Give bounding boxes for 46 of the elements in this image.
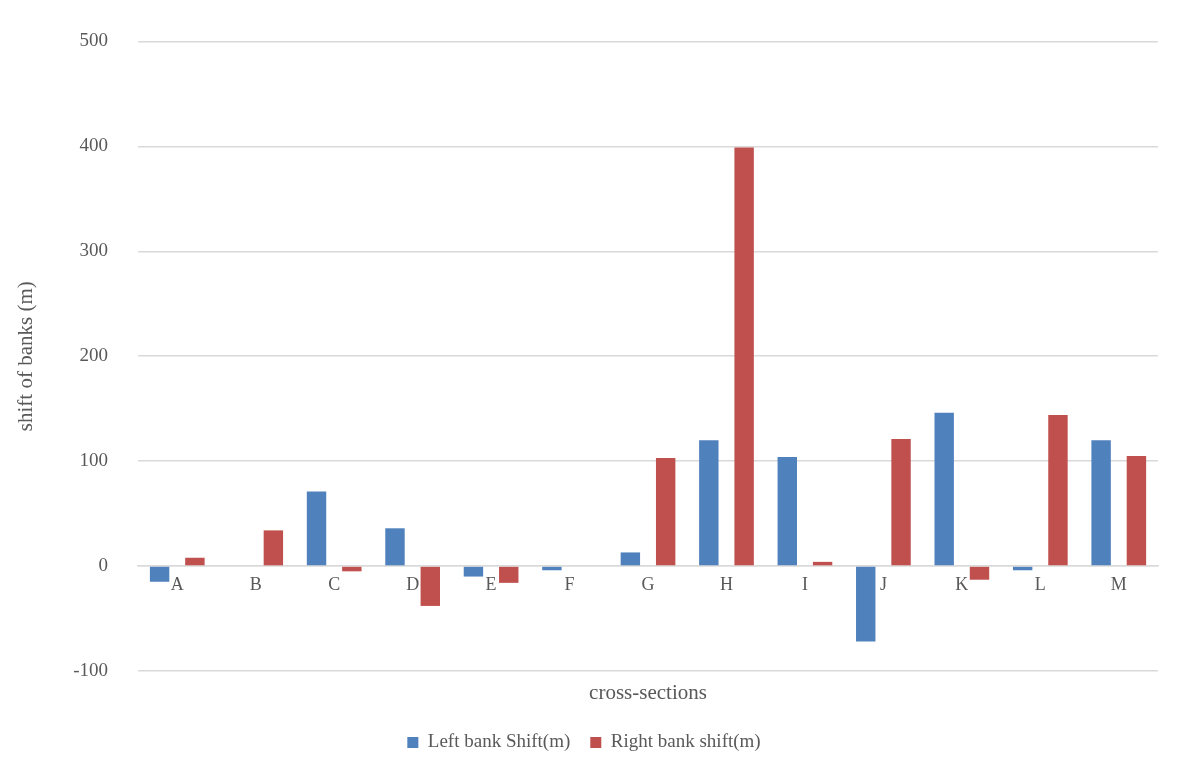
y-axis-title: shift of banks (m) <box>13 281 38 432</box>
y-tick-label: 500 <box>79 29 109 51</box>
y-tick-label: 200 <box>79 344 109 366</box>
x-tick-label: J <box>879 573 887 594</box>
x-axis-title: cross-sections <box>589 679 707 704</box>
bar <box>734 147 754 566</box>
bar <box>420 566 440 606</box>
y-tick-label: 0 <box>98 554 109 576</box>
bar <box>185 557 205 566</box>
x-tick-label: A <box>170 573 184 594</box>
bar <box>542 566 562 571</box>
x-tick-label: F <box>564 573 575 594</box>
bar <box>149 566 170 582</box>
x-tick-label: H <box>719 573 733 594</box>
bar <box>1048 414 1068 566</box>
x-tick-label: C <box>328 573 341 594</box>
bar <box>856 566 876 642</box>
bar <box>263 530 284 566</box>
y-tick-label: 300 <box>79 239 109 261</box>
x-tick-label: I <box>801 573 808 594</box>
bar <box>385 528 405 566</box>
bar <box>655 457 676 566</box>
bar <box>934 412 954 566</box>
bar <box>777 456 797 566</box>
bar <box>342 566 362 572</box>
x-tick-label: D <box>406 573 420 594</box>
legend-label: Right bank shift(m) <box>610 730 761 753</box>
bar <box>1126 455 1147 566</box>
legend-label: Left bank Shift(m) <box>427 730 571 753</box>
y-tick-label: 400 <box>79 134 109 156</box>
y-tick-label: -100 <box>73 658 109 680</box>
bar <box>891 439 911 566</box>
bar <box>1091 440 1111 566</box>
bar <box>699 440 719 566</box>
x-tick-label: E <box>485 573 497 594</box>
x-tick-label: B <box>249 573 262 594</box>
bar <box>499 566 519 583</box>
x-tick-label: M <box>1110 573 1127 594</box>
y-tick-label: 100 <box>79 449 109 471</box>
bar <box>620 552 641 566</box>
x-tick-label: L <box>1034 573 1046 594</box>
x-tick-label: K <box>955 573 969 594</box>
bar <box>306 491 327 566</box>
x-tick-label: G <box>641 573 655 594</box>
bar <box>463 566 484 577</box>
bar <box>969 566 990 580</box>
